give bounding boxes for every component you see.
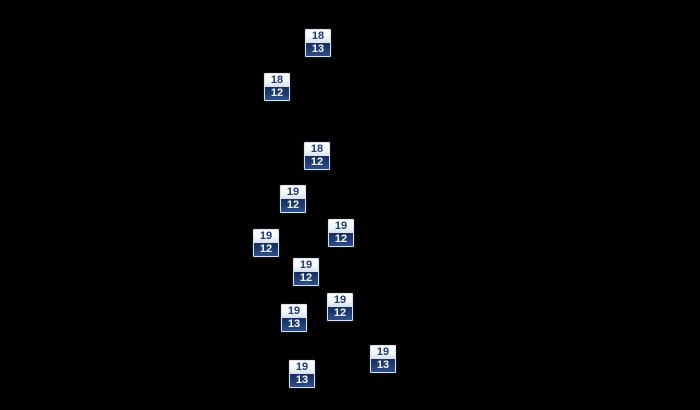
- temperature-marker[interactable]: 18 13: [305, 29, 331, 57]
- high-temperature-value: 19: [290, 361, 314, 374]
- high-temperature-value: 18: [265, 74, 289, 87]
- low-temperature-value: 13: [282, 318, 306, 331]
- low-temperature-value: 12: [294, 272, 318, 285]
- temperature-marker[interactable]: 18 12: [264, 73, 290, 101]
- temperature-marker[interactable]: 19 12: [327, 293, 353, 321]
- low-temperature-value: 12: [328, 307, 352, 320]
- high-temperature-value: 19: [371, 346, 395, 359]
- temperature-marker[interactable]: 19 12: [293, 258, 319, 286]
- low-temperature-value: 12: [281, 199, 305, 212]
- high-temperature-value: 19: [329, 220, 353, 233]
- high-temperature-value: 19: [328, 294, 352, 307]
- low-temperature-value: 12: [305, 156, 329, 169]
- low-temperature-value: 12: [254, 243, 278, 256]
- high-temperature-value: 19: [254, 230, 278, 243]
- low-temperature-value: 13: [290, 374, 314, 387]
- low-temperature-value: 13: [306, 43, 330, 56]
- temperature-marker[interactable]: 19 13: [281, 304, 307, 332]
- high-temperature-value: 19: [282, 305, 306, 318]
- low-temperature-value: 12: [329, 233, 353, 246]
- high-temperature-value: 19: [281, 186, 305, 199]
- temperature-marker[interactable]: 19 13: [289, 360, 315, 388]
- temperature-marker[interactable]: 18 12: [304, 142, 330, 170]
- low-temperature-value: 12: [265, 87, 289, 100]
- high-temperature-value: 19: [294, 259, 318, 272]
- low-temperature-value: 13: [371, 359, 395, 372]
- temperature-marker[interactable]: 19 12: [253, 229, 279, 257]
- high-temperature-value: 18: [306, 30, 330, 43]
- temperature-marker[interactable]: 19 12: [328, 219, 354, 247]
- temperature-marker[interactable]: 19 12: [280, 185, 306, 213]
- temperature-marker[interactable]: 19 13: [370, 345, 396, 373]
- high-temperature-value: 18: [305, 143, 329, 156]
